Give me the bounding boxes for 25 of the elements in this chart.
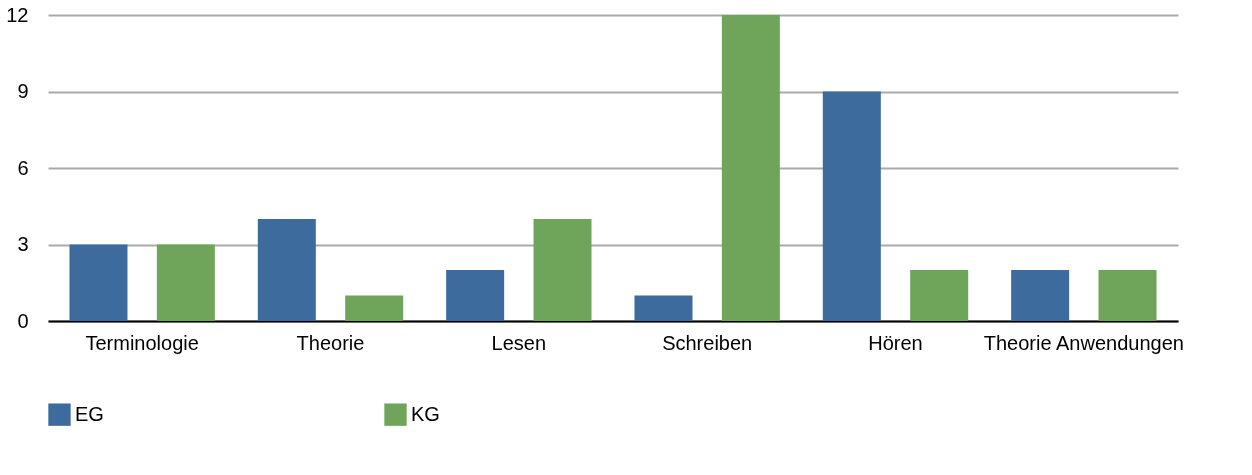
legend-label: EG [75, 402, 104, 425]
bar [822, 91, 881, 321]
bar [446, 270, 505, 321]
x-tick-label: Lesen [491, 331, 547, 354]
bar [345, 295, 404, 321]
legend-label: KG [411, 402, 440, 425]
y-tick-label: 3 [17, 233, 29, 255]
bar [69, 244, 128, 321]
bar [634, 295, 693, 321]
x-tick-label: Theorie Anwendungen [983, 331, 1184, 354]
x-tick-label: Terminologie [85, 331, 199, 354]
bar [1011, 270, 1070, 321]
bar [533, 219, 592, 321]
bar [910, 270, 969, 321]
bar [721, 15, 780, 321]
y-tick-label: 0 [17, 309, 29, 332]
bar [257, 219, 316, 321]
bar [1098, 270, 1157, 321]
x-tick-label: Hören [868, 331, 923, 354]
y-tick-label: 9 [17, 80, 29, 102]
bar [156, 244, 215, 321]
y-tick-label: 12 [6, 3, 29, 26]
x-tick-label: Schreiben [662, 331, 753, 354]
y-tick-label: 6 [17, 156, 29, 179]
x-tick-label: Theorie [296, 331, 365, 354]
